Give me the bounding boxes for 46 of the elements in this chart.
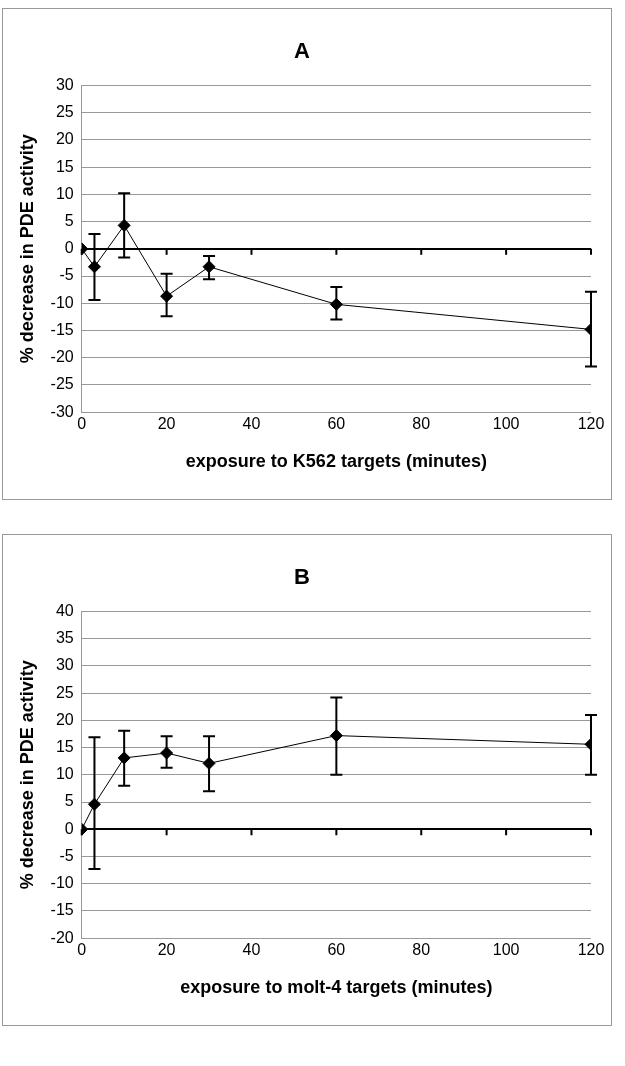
y-tick-label: -10 — [50, 874, 74, 892]
y-tick-label: -15 — [50, 901, 74, 919]
y-tick-label: 20 — [55, 710, 74, 728]
y-tick-label: 15 — [55, 737, 74, 755]
x-axis-title: exposure to K562 targets (minutes) — [185, 451, 487, 472]
x-tick-label: 80 — [412, 941, 431, 959]
y-tick-label: -30 — [50, 402, 74, 420]
x-tick-label: 40 — [242, 415, 261, 433]
y-tick-label: 10 — [55, 765, 74, 783]
x-tick-label: 80 — [412, 415, 431, 433]
y-tick-label: 0 — [64, 239, 74, 257]
y-tick-label: 15 — [55, 157, 74, 175]
y-tick-label: 10 — [55, 184, 74, 202]
y-tick-label: 25 — [55, 683, 74, 701]
y-tick-label: -5 — [59, 846, 74, 864]
x-tick-label: 0 — [77, 941, 87, 959]
y-tick-label: 5 — [64, 211, 74, 229]
y-tick-label: 30 — [55, 656, 74, 674]
x-tick-label: 60 — [327, 941, 346, 959]
y-tick-label: 35 — [55, 629, 74, 647]
y-tick-label: 25 — [55, 103, 74, 121]
x-tick-label: 120 — [577, 415, 605, 433]
y-tick-label: -10 — [50, 293, 74, 311]
y-tick-label: 30 — [55, 75, 74, 93]
x-tick-label: 40 — [242, 941, 261, 959]
y-tick-label: 20 — [55, 130, 74, 148]
y-tick-label: -20 — [50, 348, 74, 366]
y-tick-label: 5 — [64, 792, 74, 810]
chart-title: A — [294, 38, 311, 64]
x-tick-label: 100 — [492, 415, 520, 433]
y-tick-label: 0 — [64, 819, 74, 837]
y-tick-label: 40 — [55, 601, 74, 619]
x-tick-label: 20 — [157, 415, 176, 433]
y-tick-label: -15 — [50, 320, 74, 338]
y-tick-label: -5 — [59, 266, 74, 284]
y-tick-label: -25 — [50, 375, 74, 393]
x-tick-label: 60 — [327, 415, 346, 433]
x-axis-title: exposure to molt-4 targets (minutes) — [180, 977, 493, 998]
y-axis-title: % decrease in PDE activity — [16, 134, 37, 364]
y-axis-title: % decrease in PDE activity — [16, 660, 37, 890]
x-tick-label: 0 — [77, 415, 87, 433]
y-tick-label: -20 — [50, 928, 74, 946]
x-tick-label: 120 — [577, 941, 605, 959]
x-tick-label: 100 — [492, 941, 520, 959]
x-tick-label: 20 — [157, 941, 176, 959]
chart-title: B — [294, 564, 310, 590]
